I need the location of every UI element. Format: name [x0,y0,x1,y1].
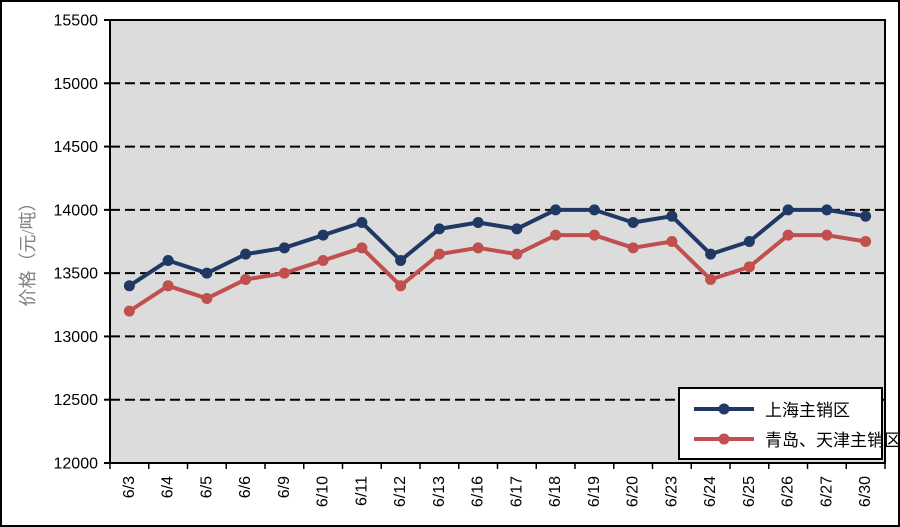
legend-sample-marker-0 [718,403,730,414]
x-axis-label-6/19: 6/19 [586,476,603,507]
data-point-s1-6/24 [705,273,717,285]
x-axis-label-6/20: 6/20 [625,476,642,507]
data-point-s0-6/17 [511,223,523,235]
legend-label-qingdao-tianjin: 青岛、天津主销区 [765,431,900,450]
data-point-s0-6/30 [860,210,872,222]
x-axis-label-6/6: 6/6 [237,476,254,498]
y-axis-label-15000: 15000 [54,76,99,93]
data-point-s1-6/10 [317,254,329,266]
legend-item-qingdao-tianjin: 青岛、天津主销区 [692,426,898,451]
data-point-s1-6/4 [162,280,174,292]
data-point-s0-6/5 [201,267,213,279]
data-point-s1-6/12 [395,280,407,292]
series-line-1 [128,233,866,313]
x-axis-label-6/25: 6/25 [741,476,758,507]
data-point-s0-6/27 [821,204,833,216]
data-point-s1-6/27 [821,229,833,241]
y-axis-label-12000: 12000 [54,456,99,473]
x-axis-label-6/27: 6/27 [818,476,835,507]
data-point-s0-6/12 [395,254,407,266]
y-axis-label-13500: 13500 [54,266,99,283]
x-axis-label-6/30: 6/30 [857,476,874,507]
x-axis-label-6/18: 6/18 [547,476,564,507]
data-point-s1-6/16 [472,242,484,254]
data-point-s0-6/3 [123,280,135,292]
legend: 上海主销区 青岛、天津主销区 [678,387,898,460]
series-line-0 [128,207,866,288]
data-point-s0-6/16 [472,217,484,229]
data-point-s1-6/11 [356,242,368,254]
data-point-s1-6/23 [666,236,678,247]
data-point-s0-6/24 [705,248,717,260]
data-point-s1-6/17 [511,248,523,260]
y-axis-title: 价格（元/吨） [18,193,38,306]
data-point-s0-6/9 [278,242,290,254]
x-axis-label-6/4: 6/4 [160,476,177,498]
x-axis-label-6/24: 6/24 [702,476,719,507]
data-point-s0-6/13 [433,223,445,235]
legend-sample-marker-1 [718,433,730,444]
x-axis-label-6/11: 6/11 [353,476,370,506]
data-point-s1-6/9 [278,267,290,279]
x-axis-label-6/23: 6/23 [663,476,680,507]
data-point-s1-6/30 [860,236,872,247]
data-point-s1-6/25 [743,261,755,273]
legend-line-marker-qingdao-tianjin [694,433,754,444]
data-point-s0-6/10 [317,229,329,241]
data-point-s0-6/23 [666,210,678,222]
x-axis-label-6/17: 6/17 [508,476,525,507]
legend-item-shanghai: 上海主销区 [692,396,877,421]
y-axis-label-13000: 13000 [54,329,99,346]
data-point-s0-6/26 [782,204,794,216]
legend-label-shanghai: 上海主销区 [765,401,850,420]
data-point-s1-6/19 [588,229,600,241]
data-point-s1-6/5 [201,292,213,304]
data-point-s0-6/25 [743,236,755,247]
x-axis-label-6/10: 6/10 [315,476,332,507]
y-axis-label-14500: 14500 [54,139,99,156]
y-axis-label-14000: 14000 [54,202,99,219]
data-point-s1-6/13 [433,248,445,260]
x-axis-label-6/26: 6/26 [780,476,797,507]
data-point-s0-6/18 [550,204,562,216]
y-axis-label-12500: 12500 [54,392,99,409]
x-axis-label-6/3: 6/3 [121,476,138,498]
x-axis-label-6/12: 6/12 [392,476,409,507]
data-point-s1-6/18 [550,229,562,241]
data-point-s1-6/26 [782,229,794,241]
data-point-s0-6/6 [240,248,252,260]
data-point-s0-6/20 [627,217,639,229]
data-point-s0-6/4 [162,254,174,266]
data-point-s1-6/20 [627,242,639,254]
y-axis-label-15500: 15500 [54,13,99,30]
data-point-s0-6/19 [588,204,600,216]
legend-line-marker-shanghai [694,403,754,414]
data-point-s1-6/6 [240,273,252,285]
data-point-s0-6/11 [356,217,368,229]
data-point-s1-6/3 [123,305,135,317]
x-axis-label-6/9: 6/9 [276,476,293,498]
x-axis-label-6/5: 6/5 [198,476,215,498]
x-axis-label-6/16: 6/16 [470,476,487,507]
x-axis-label-6/13: 6/13 [431,476,448,507]
